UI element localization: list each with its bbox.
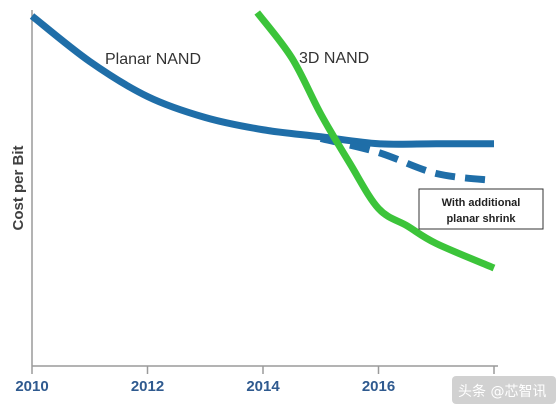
x-ticks: 2010 2012 2014 2016 xyxy=(15,366,495,395)
x-tick-label-2012: 2012 xyxy=(131,378,164,395)
x-tick-label-2014: 2014 xyxy=(246,378,280,395)
planar-nand-line xyxy=(29,13,494,148)
planar-shrink-annotation-line-2: planar shrink xyxy=(446,213,516,225)
with-additional-planar-shrink-line xyxy=(319,135,495,184)
axes xyxy=(31,10,498,367)
labels-layer: Cost per Bit Planar NAND 3D NAND With ad… xyxy=(10,50,544,231)
3d-nand-label: 3D NAND xyxy=(299,50,369,67)
watermark: 头条 @芯智讯 xyxy=(452,376,556,404)
y-axis-label: Cost per Bit xyxy=(10,145,27,230)
x-tick-label-2010: 2010 xyxy=(15,378,48,395)
3d-nand-line xyxy=(254,10,496,272)
watermark-background xyxy=(452,376,556,404)
planar-shrink-annotation-box xyxy=(418,188,544,230)
series-layer xyxy=(29,10,496,272)
planar-shrink-annotation-line-1: With additional xyxy=(442,197,521,209)
x-tick-label-2016: 2016 xyxy=(362,378,395,395)
planar-nand-label: Planar NAND xyxy=(105,51,201,68)
watermark-text: 头条 @芯智讯 xyxy=(458,383,546,400)
